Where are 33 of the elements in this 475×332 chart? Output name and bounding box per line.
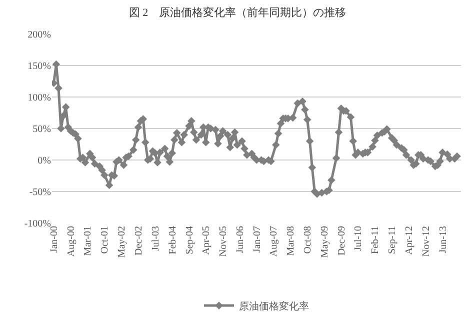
y-tick-label: -50%	[29, 187, 51, 198]
x-tick-label: Jan-00	[49, 226, 60, 253]
x-tick-label: Oct-08	[302, 226, 314, 254]
x-tick-label: Apr-12	[404, 226, 415, 255]
x-tick-label: Jul-10	[353, 226, 364, 251]
x-tick-label: Mar-08	[286, 226, 297, 256]
y-tick-label: 200%	[28, 30, 51, 40]
y-tick-label: 100%	[28, 92, 51, 104]
x-tick-label: Apr-05	[201, 226, 212, 255]
y-tick-label: 150%	[28, 61, 51, 72]
x-tick-label: Dec-02	[133, 226, 144, 256]
x-tick-label: Aug-07	[268, 226, 280, 257]
x-tick-label: Nov-05	[218, 226, 230, 257]
x-tick-label: May-09	[319, 226, 330, 258]
y-tick-label: 0%	[38, 156, 51, 166]
x-tick-label: Jun-06	[234, 226, 246, 254]
y-tick-label: 50%	[32, 124, 51, 135]
x-tick-label: Jan-07	[252, 226, 263, 253]
x-tick-label: Feb-04	[167, 226, 178, 254]
x-tick-label: Jul-03	[150, 226, 162, 251]
x-tick-label: Sep-04	[184, 226, 196, 254]
x-tick-label: Feb-11	[370, 226, 382, 254]
x-tick-label: Sep-11	[387, 226, 398, 254]
x-tick-label: Jun-13	[438, 226, 449, 254]
x-tick-label: Dec-09	[336, 226, 348, 256]
x-tick-label: Oct-01	[100, 226, 111, 254]
x-tick-label: Aug-00	[66, 226, 77, 257]
chart-title: 図 2 原油価格変化率（前年同期比）の推移	[128, 6, 346, 19]
x-tick-label: May-02	[116, 226, 128, 258]
legend-label: 原油価格変化率	[239, 300, 309, 312]
x-tick-label: Mar-01	[82, 226, 94, 256]
y-tick-label: -100%	[24, 218, 51, 230]
x-tick-label: Nov-12	[420, 226, 432, 257]
